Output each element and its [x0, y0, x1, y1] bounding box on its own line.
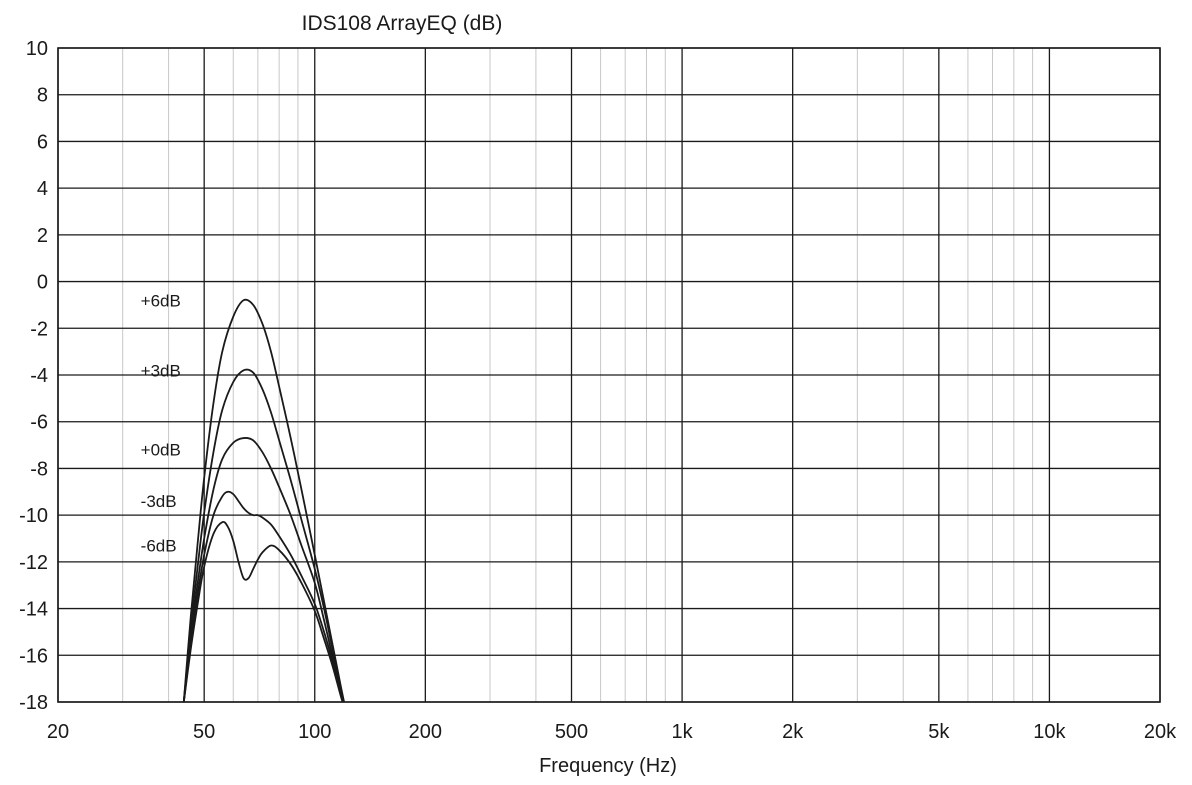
major-grid [57, 47, 1161, 703]
y-tick-labels: 10 8 6 4 2 0 -2 -4 -6 -8 -10 -12 -14 -16 -18 [19, 38, 48, 714]
x-tick-labels: 20 50 100 200 500 1k 2k 5k 10k 20k [47, 721, 1177, 743]
x-tick-label: 100 [298, 721, 331, 743]
x-tick-label: 5k [928, 721, 950, 743]
y-tick-label: 4 [37, 178, 48, 200]
series-line [182, 490, 345, 702]
y-tick-label: -8 [30, 458, 48, 480]
x-tick-label: 20k [1144, 721, 1177, 743]
series-label: +3dB [141, 361, 181, 380]
series-label: -3dB [141, 492, 177, 511]
y-tick-label: 0 [37, 272, 48, 294]
series-line [182, 520, 344, 702]
y-tick-label: -18 [19, 692, 48, 714]
series-line [182, 298, 345, 702]
curves [182, 298, 345, 702]
x-tick-label: 50 [193, 721, 215, 743]
y-tick-label: 10 [26, 38, 48, 60]
y-tick-label: 2 [37, 225, 48, 247]
x-tick-label: 20 [47, 721, 69, 743]
x-axis-label: Frequency (Hz) [539, 755, 677, 777]
series-label: -6dB [141, 537, 177, 556]
x-tick-label: 500 [555, 721, 588, 743]
y-tick-label: -4 [30, 365, 48, 387]
y-tick-label: -14 [19, 599, 48, 621]
curve-labels: +6dB +3dB +0dB -3dB -6dB [141, 291, 181, 555]
series-label: +6dB [141, 291, 181, 310]
y-tick-label: -6 [30, 412, 48, 434]
x-tick-label: 10k [1033, 721, 1066, 743]
x-tick-label: 200 [409, 721, 442, 743]
series-line [182, 368, 345, 702]
series-label: +0dB [141, 441, 181, 460]
y-tick-label: -10 [19, 505, 48, 527]
y-tick-label: 8 [37, 85, 48, 107]
y-tick-label: -12 [19, 552, 48, 574]
y-tick-label: 6 [37, 131, 48, 153]
x-tick-label: 1k [672, 721, 694, 743]
y-tick-label: -16 [19, 645, 48, 667]
x-tick-label: 2k [782, 721, 804, 743]
y-tick-label: -2 [30, 318, 48, 340]
plot-frame [57, 47, 1161, 703]
chart-title: IDS108 ArrayEQ (dB) [302, 12, 503, 35]
series-line [182, 437, 345, 702]
